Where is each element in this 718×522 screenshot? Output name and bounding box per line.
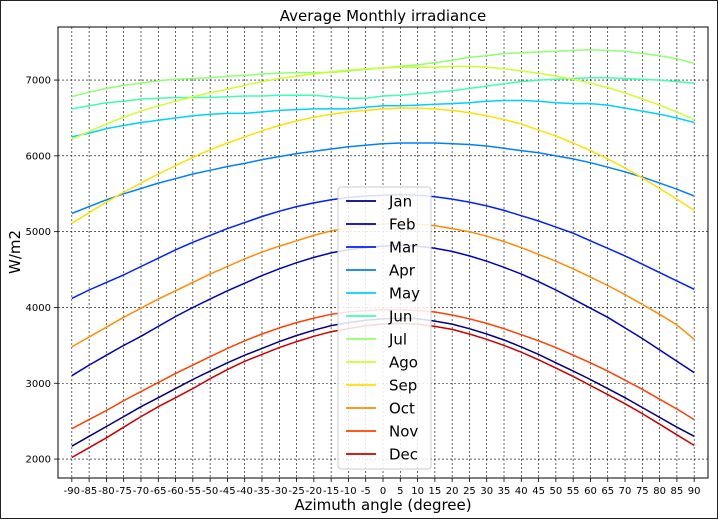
y-tick-label: 7000 (26, 76, 51, 87)
x-tick-label: 30 (480, 486, 493, 497)
legend-label: Oct (389, 400, 415, 418)
x-tick-label: -45 (219, 486, 235, 497)
x-tick-label: -10 (340, 486, 356, 497)
legend-label: Feb (389, 216, 416, 234)
x-tick-label: -60 (167, 486, 183, 497)
x-tick-label: -65 (150, 486, 166, 497)
x-tick-label: 0 (380, 486, 386, 497)
x-tick-label: -85 (81, 486, 97, 497)
chart-title: Average Monthly irradiance (280, 7, 486, 25)
y-tick-label: 2000 (26, 455, 51, 466)
x-tick-label: -55 (185, 486, 201, 497)
x-tick-label: 75 (636, 486, 649, 497)
x-tick-label: 55 (567, 486, 580, 497)
legend-label: Jun (388, 308, 412, 326)
x-tick-label: -20 (306, 486, 322, 497)
x-tick-label: 25 (463, 486, 476, 497)
x-tick-label: -15 (323, 486, 339, 497)
legend: Jan Feb Mar Apr May Jun Jul Ago Sep Oct Nov Dec (337, 186, 432, 470)
x-tick-label: 10 (411, 486, 424, 497)
legend-label: Dec (389, 446, 418, 464)
x-tick-label: -50 (202, 486, 218, 497)
series-line-apr (71, 142, 695, 215)
x-tick-label: 65 (601, 486, 614, 497)
x-tick-label: -75 (116, 486, 132, 497)
legend-label: Mar (389, 239, 418, 257)
legend-label: Ago (389, 354, 418, 372)
legend-label: Apr (389, 262, 416, 280)
x-tick-label: -70 (133, 486, 149, 497)
y-tick-label: 5000 (26, 227, 51, 238)
legend-label: Jul (388, 331, 407, 349)
x-tick-label: -80 (98, 486, 114, 497)
legend-label: Nov (389, 423, 418, 441)
series-line-may (71, 99, 695, 138)
series-line-jun (71, 77, 695, 110)
x-tick-label: 15 (428, 486, 441, 497)
x-tick-label: -90 (64, 486, 80, 497)
y-tick-label: 6000 (26, 151, 51, 162)
x-tick-label: -40 (237, 486, 253, 497)
series-line-ago (71, 65, 695, 140)
x-tick-label: 80 (653, 486, 666, 497)
x-tick-label: 60 (584, 486, 597, 497)
x-tick-label: 40 (515, 486, 528, 497)
y-tick-label: 4000 (26, 303, 51, 314)
x-tick-label: 85 (671, 486, 684, 497)
legend-label: May (389, 285, 420, 303)
x-tick-label: 90 (688, 486, 701, 497)
x-tick-label: 35 (498, 486, 511, 497)
y-axis-label: W/m2 (6, 230, 24, 274)
x-axis-label: Azimuth angle (degree) (294, 496, 471, 514)
legend-box (337, 186, 432, 470)
x-tick-label: 5 (397, 486, 403, 497)
x-tick-label: 45 (532, 486, 545, 497)
legend-label: Jan (388, 193, 412, 211)
axis-layer: -90 -85 -80 -75 -70 -65 -60 -55 -50 -45 -40 -35 -30-… (26, 76, 701, 497)
x-tick-label: 50 (550, 486, 563, 497)
x-tick-label: -25 (288, 486, 304, 497)
y-tick-label: 3000 (26, 379, 51, 390)
x-tick-label: -5 (361, 486, 371, 497)
series-line-sep (71, 107, 695, 224)
legend-label: Sep (389, 377, 417, 395)
x-tick-label: -35 (254, 486, 270, 497)
x-tick-label: 20 (446, 486, 459, 497)
x-tick-label: 70 (619, 486, 632, 497)
x-tick-label: -30 (271, 486, 287, 497)
